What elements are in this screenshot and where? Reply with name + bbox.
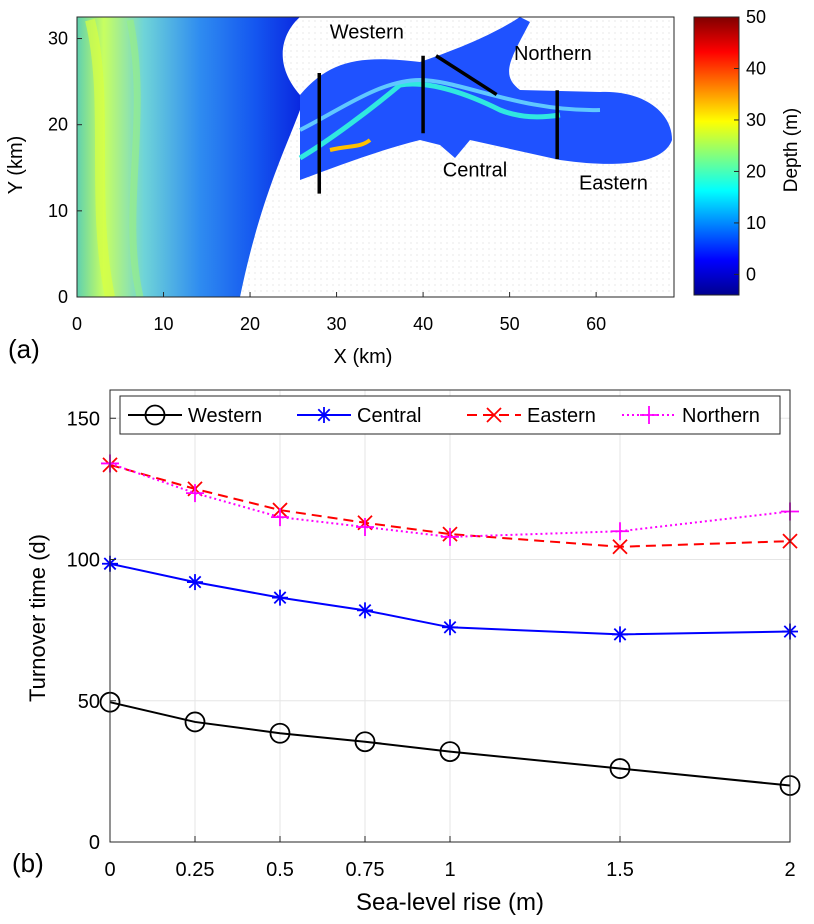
depth-ridge [126, 19, 144, 297]
map-x-tick-label: 10 [154, 314, 174, 334]
map-x-tick-label: 60 [586, 314, 606, 334]
legend-label-northern: Northern [682, 405, 760, 427]
colorbar-tick-label: 10 [746, 213, 766, 233]
depth-field [77, 17, 672, 297]
data-point-western [269, 722, 291, 744]
y-tick-label: 100 [67, 550, 100, 572]
x-tick-label: 1 [444, 859, 455, 881]
panel-a: Western Northern Central Eastern 0 10 20 30 40 5… [5, 7, 802, 368]
data-point-eastern [612, 539, 628, 555]
x-tick-label: 0.5 [266, 859, 294, 881]
map-axes-box [76, 16, 675, 298]
series-line-western [109, 701, 791, 787]
map-x-tick-label: 50 [500, 314, 520, 334]
data-point-central [357, 602, 373, 619]
region-label-northern: Northern [514, 43, 592, 65]
data-point-western [354, 731, 376, 753]
data-point-central [187, 574, 203, 591]
map-ticks: 0 10 20 30 40 50 60 0 10 20 30 [48, 29, 606, 334]
colorbar-tick-label: 30 [746, 110, 766, 130]
data-point-western [609, 758, 631, 779]
region-label-central: Central [443, 159, 507, 181]
map-y-tick-label: 0 [58, 287, 68, 307]
depth-estuary [300, 17, 672, 180]
data-point-northern [271, 508, 289, 527]
plot-x-axis-label: Sea-level rise (m) [356, 889, 544, 916]
y-tick-label: 50 [78, 691, 100, 713]
map-y-tick-label: 30 [48, 29, 68, 49]
map-y-axis-label: Y (km) [5, 136, 27, 195]
map-x-tick-label: 30 [327, 314, 347, 334]
transect-northern [435, 54, 498, 97]
depth-channel [329, 138, 372, 152]
colorbar [693, 16, 740, 296]
depth-channel [299, 77, 601, 132]
legend: Western Central Eastern Northern [119, 395, 781, 435]
data-point-central [272, 589, 288, 606]
data-point-central [612, 626, 628, 643]
plot-y-axis-label: Turnover time (d) [25, 534, 50, 702]
depth-channel [298, 81, 561, 161]
x-tick-label: 1.5 [606, 859, 634, 881]
legend-marker-central [316, 407, 332, 423]
map-y-tick-label: 20 [48, 115, 68, 135]
x-tick-label: 0.25 [176, 859, 215, 881]
legend-marker-eastern [486, 407, 502, 423]
colorbar-tick-label: 50 [746, 7, 766, 27]
panel-label-a: (a) [8, 334, 40, 364]
plot-ticks: 0 0.25 0.5 0.75 1 1.5 2 0 50 100 150 [67, 408, 796, 881]
colorbar-ticks: 0 10 20 30 40 50 [734, 7, 766, 284]
data-point-northern [186, 484, 204, 503]
colorbar-tick-label: 40 [746, 58, 766, 78]
region-label-eastern: Eastern [579, 172, 648, 194]
y-tick-label: 150 [67, 408, 100, 430]
region-labels: Western Northern Central Eastern [330, 22, 648, 195]
panel-label-b: (b) [12, 848, 44, 878]
legend-marker-western [144, 404, 166, 426]
colorbar-tick-label: 0 [746, 264, 756, 284]
data-point-northern [441, 527, 459, 546]
legend-label-western: Western [188, 405, 262, 427]
map-x-tick-label: 0 [72, 314, 82, 334]
data-point-northern [611, 522, 629, 541]
colorbar-tick-label: 20 [746, 161, 766, 181]
panel-b: 0 0.25 0.5 0.75 1 1.5 2 0 50 100 150 Western Centra… [12, 389, 801, 916]
legend-label-eastern: Eastern [527, 405, 596, 427]
data-point-northern [356, 518, 374, 537]
map-x-tick-label: 20 [240, 314, 260, 334]
legend-label-central: Central [357, 405, 421, 427]
map-x-tick-label: 40 [413, 314, 433, 334]
data-point-western [439, 741, 461, 762]
data-point-central [442, 619, 458, 636]
x-tick-label: 0 [104, 859, 115, 881]
region-label-western: Western [330, 22, 404, 44]
map-y-tick-label: 10 [48, 201, 68, 221]
y-tick-label: 0 [89, 832, 100, 854]
transects [317, 54, 559, 194]
colorbar-label: Depth (m) [781, 108, 802, 192]
depth-ridge [85, 18, 115, 297]
data-point-western [184, 711, 206, 733]
x-tick-label: 0.75 [346, 859, 385, 881]
legend-box [119, 395, 781, 435]
map-x-axis-label: X (km) [334, 346, 393, 368]
series-lines [99, 454, 801, 796]
legend-marker-northern [640, 406, 658, 424]
x-tick-label: 2 [784, 859, 795, 881]
